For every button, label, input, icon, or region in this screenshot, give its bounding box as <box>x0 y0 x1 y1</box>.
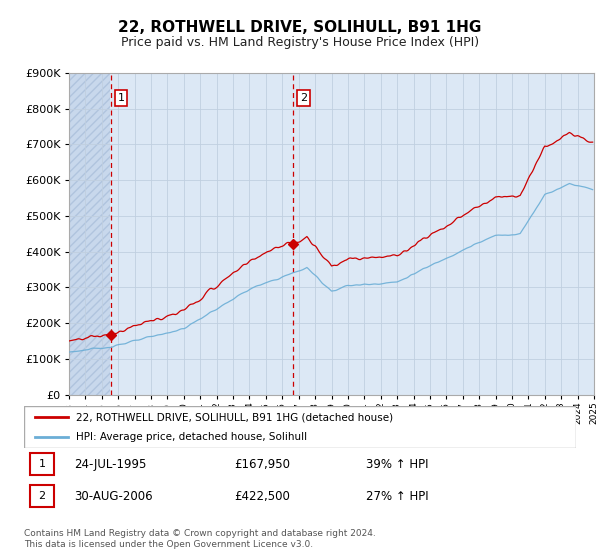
Text: 1: 1 <box>118 93 125 103</box>
Text: 2: 2 <box>299 93 307 103</box>
Text: HPI: Average price, detached house, Solihull: HPI: Average price, detached house, Soli… <box>76 432 308 442</box>
Text: 30-AUG-2006: 30-AUG-2006 <box>74 489 152 502</box>
Text: £167,950: £167,950 <box>234 458 290 471</box>
Text: 24-JUL-1995: 24-JUL-1995 <box>74 458 146 471</box>
Bar <box>69 73 110 395</box>
FancyBboxPatch shape <box>29 453 55 475</box>
Text: 1: 1 <box>38 459 46 469</box>
Text: 22, ROTHWELL DRIVE, SOLIHULL, B91 1HG (detached house): 22, ROTHWELL DRIVE, SOLIHULL, B91 1HG (d… <box>76 412 394 422</box>
Text: Contains HM Land Registry data © Crown copyright and database right 2024.
This d: Contains HM Land Registry data © Crown c… <box>24 529 376 549</box>
FancyBboxPatch shape <box>29 485 55 507</box>
Text: 2: 2 <box>38 491 46 501</box>
Text: Price paid vs. HM Land Registry's House Price Index (HPI): Price paid vs. HM Land Registry's House … <box>121 36 479 49</box>
Text: £422,500: £422,500 <box>234 489 290 502</box>
Text: 22, ROTHWELL DRIVE, SOLIHULL, B91 1HG: 22, ROTHWELL DRIVE, SOLIHULL, B91 1HG <box>118 20 482 35</box>
Text: 27% ↑ HPI: 27% ↑ HPI <box>366 489 429 502</box>
FancyBboxPatch shape <box>24 406 576 448</box>
Text: 39% ↑ HPI: 39% ↑ HPI <box>366 458 429 471</box>
